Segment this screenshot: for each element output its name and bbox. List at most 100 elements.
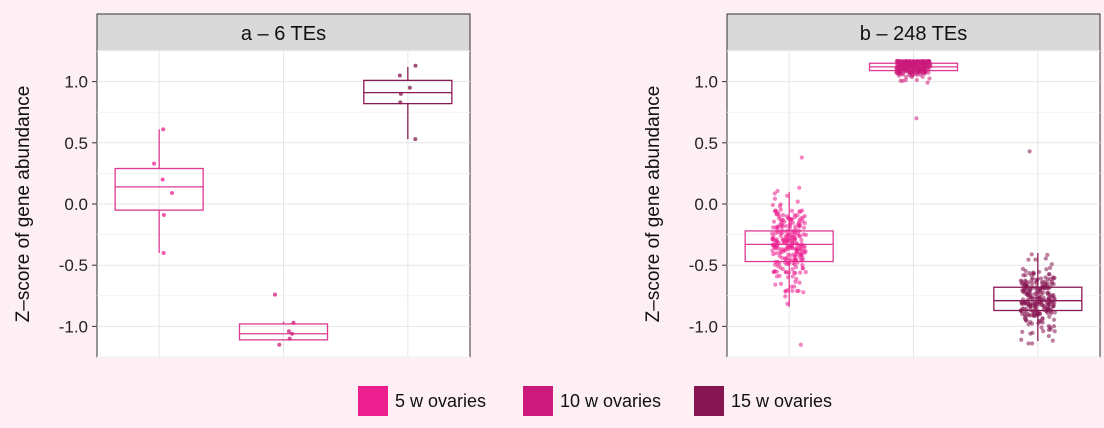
data-point [1031,271,1036,276]
data-point [772,209,777,214]
data-point [277,342,282,347]
data-point [1023,317,1028,322]
data-point [1033,296,1038,301]
data-point [1032,304,1037,309]
panel-b: b – 248 TEs -1.0 -0.5 0.0 0.5 1.0 Z–score of… [643,13,1101,358]
data-point [771,219,777,224]
data-point [897,70,902,76]
data-point [413,63,418,68]
data-point [786,252,791,257]
data-point [799,208,805,213]
data-point [894,59,899,64]
y-tick-label: 0.0 [64,195,88,214]
data-point [1028,292,1033,297]
data-point [1037,269,1042,275]
data-point [778,281,784,286]
data-point [1024,291,1029,296]
data-point [904,59,909,64]
data-point [1036,321,1041,326]
data-point [921,67,926,72]
data-point [1019,299,1024,304]
data-point [796,231,801,236]
data-point [786,232,791,237]
data-point [1046,327,1052,332]
data-point [783,289,788,294]
data-point [413,137,418,142]
panel-a-points [152,63,418,347]
data-point [1034,277,1039,282]
data-point [795,199,800,204]
data-point [1046,296,1052,302]
data-point [397,73,402,78]
data-point [784,270,789,275]
legend-label-5w: 5 w ovaries [395,391,486,411]
data-point [774,250,779,256]
data-point [1026,341,1031,346]
legend-swatch-5w [358,386,388,416]
data-point [777,204,782,209]
data-point [793,224,798,229]
data-point [792,254,797,259]
data-point [787,217,793,222]
data-point [1039,302,1045,307]
data-point [770,248,775,253]
data-point [1030,330,1035,335]
data-point [781,212,786,218]
data-point [1048,311,1054,316]
data-point [1026,257,1031,262]
data-point [800,266,805,271]
data-point [795,260,800,265]
data-point [170,190,175,195]
data-point [161,213,166,218]
data-point [797,185,802,190]
data-point [786,275,791,280]
data-point [1050,304,1055,309]
data-point [1029,321,1035,326]
data-point [916,67,921,72]
data-point [1044,283,1049,288]
data-point [1039,325,1044,330]
data-point [1030,296,1035,301]
box [238,323,329,341]
data-point [1038,287,1043,292]
data-point [1043,298,1048,303]
panel-a: a – 6 TEs -1.0 -0.5 0.0 0.5 1.0 Z–score of g… [13,13,471,358]
data-point [1033,257,1038,262]
data-point [783,294,788,299]
panel-b-title: b – 248 TEs [860,23,967,45]
data-point [1018,308,1023,313]
data-point [1051,317,1057,322]
data-point [772,262,778,267]
data-point [799,237,804,243]
data-point [801,225,807,230]
data-point [272,292,277,297]
data-point [801,232,806,237]
data-point [780,247,785,252]
data-point [1049,262,1054,267]
data-point [1021,284,1026,290]
data-point [788,243,793,249]
data-point [796,288,801,293]
data-point [1020,329,1025,334]
data-point [1030,308,1035,314]
data-point [1029,284,1034,289]
data-point [1038,276,1044,281]
data-point [789,208,795,213]
data-point [777,261,782,266]
y-tick-label: -1.0 [59,317,88,336]
data-point [790,274,795,279]
data-point [1037,295,1042,300]
data-point [161,127,166,132]
data-point [1046,272,1052,277]
y-tick-label: -1.0 [689,317,718,336]
data-point [775,224,780,230]
data-point [925,80,930,85]
data-point [1050,300,1055,305]
data-point [798,342,803,347]
data-point [398,91,403,96]
data-point [798,244,803,249]
data-point [1034,291,1039,296]
data-point [1045,292,1051,297]
data-point [1046,333,1051,339]
